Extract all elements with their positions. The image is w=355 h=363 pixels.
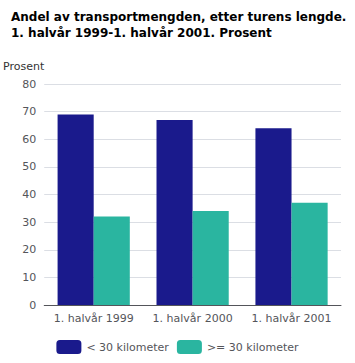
svg-text:Prosent: Prosent	[3, 60, 45, 73]
svg-text:70: 70	[22, 105, 36, 118]
svg-text:80: 80	[22, 78, 36, 91]
svg-text:1. halvår 2000: 1. halvår 2000	[153, 312, 233, 325]
svg-text:>= 30 kilometer: >= 30 kilometer	[207, 341, 299, 354]
svg-text:1. halvår 2001: 1. halvår 2001	[252, 312, 332, 325]
svg-text:Andel av transportmengden, ett: Andel av transportmengden, etter turens …	[11, 10, 346, 24]
svg-text:1. halvår 1999-1. halvår 2001.: 1. halvår 1999-1. halvår 2001. Prosent	[11, 26, 272, 40]
svg-text:0: 0	[29, 299, 36, 312]
svg-text:30: 30	[22, 216, 36, 229]
svg-text:10: 10	[22, 271, 36, 284]
svg-text:60: 60	[22, 133, 36, 146]
svg-text:< 30 kilometer: < 30 kilometer	[86, 341, 169, 354]
svg-text:40: 40	[22, 188, 36, 201]
svg-text:50: 50	[22, 160, 36, 173]
svg-text:20: 20	[22, 243, 36, 256]
svg-text:1. halvår 1999: 1. halvår 1999	[54, 312, 134, 325]
